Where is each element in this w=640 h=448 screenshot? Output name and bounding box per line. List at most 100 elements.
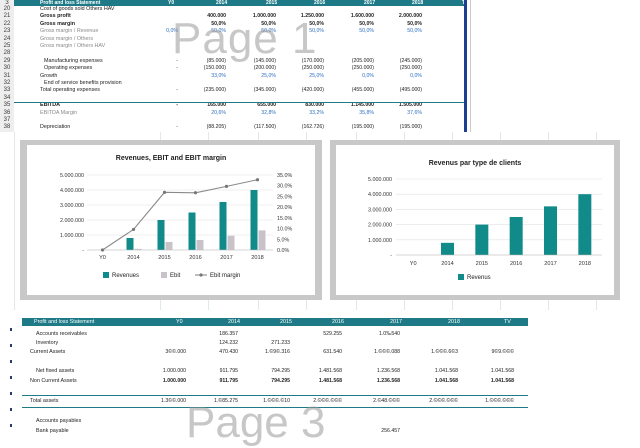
row-label: Gross profit [40,13,71,20]
ebit-margin-point [256,178,259,181]
ebit-margin-point [225,185,228,188]
bottom-cell-value: 186.357 [194,331,238,337]
bottom-cell-value: 1.236.568 [356,378,400,384]
bottom-header-col: 2016 [332,318,344,326]
cell-value: - [138,65,178,72]
bottom-cell-value: 2.©©©.©©© [414,398,458,404]
y-tick-label: - [390,253,392,259]
cell-value: (455.000) [334,87,374,94]
y-tick-label: 2.000.000 [368,223,392,229]
cell-value: (420.000) [284,87,324,94]
cell-value: 1.145.000 [334,102,374,109]
revenues-bar [251,190,258,250]
cell-value: 50,0% [334,21,374,28]
legend-swatch-revenus [458,274,464,280]
bottom-row-separator [22,395,528,396]
cell-value: 32,8% [236,110,276,117]
bottom-row-label: Net fixed assets [36,368,74,374]
cell-value: (245.000) [382,58,422,65]
y-tick-label: - [82,248,84,254]
cell-value: 50,0% [334,28,374,35]
revenues-bar [220,202,227,250]
page-break-bar [464,0,467,132]
y-tick-label: 5.000.000 [60,173,84,179]
cell-value: (250.000) [334,65,374,72]
legend-label-revenus: Revenus [467,275,491,281]
cell-value: 0,0% [334,73,374,80]
bottom-cell-value: 9©9.©©© [470,349,514,355]
bottom-cell-value: 631.540 [298,349,342,355]
cell-value: - [138,124,178,131]
bottom-header-col: 2017 [390,318,402,326]
bottom-cell-value: 3©©.000 [142,349,186,355]
cell-value: (195.000) [334,124,374,131]
cell-value: (250.000) [284,65,324,72]
bottom-row-label: Accounts payables [36,418,81,424]
x-tick-label: 2017 [544,261,556,267]
cell-value: 25,0% [236,73,276,80]
row-marker [10,360,12,363]
bottom-header-col: Y0 [176,318,183,326]
y2-tick-label: 15.0% [277,216,292,222]
bottom-cell-value: 794.295 [246,378,290,384]
chart1-svg: Revenues, EBIT and EBIT margin-1.000.000… [27,145,315,295]
row-label: EBITDA Margin [40,110,77,117]
bottom-cell-value: 271.233 [246,340,290,346]
x-tick-label: 2014 [127,255,139,261]
y2-tick-label: 10.0% [277,227,292,233]
cell-value: 165.000 [186,102,226,109]
revenus-bar [578,194,591,255]
header-col: Y0 [168,0,174,6]
y-tick-label: 3.000.000 [60,203,84,209]
row-separator [14,102,466,103]
y-tick-label: 4.000.000 [60,188,84,194]
y-tick-label: 3.000.000 [368,207,392,213]
ebit-margin-point [194,191,197,194]
row-marker [10,424,12,427]
bottom-cell-value: 794.295 [246,368,290,374]
page-1-watermark: Page 1 [172,14,317,64]
bottom-header-col: TV [504,318,511,326]
y-tick-label: 4.000.000 [368,192,392,198]
bottom-cell-value: 256.457 [356,428,400,434]
bottom-cell-value: 2.©48.©©© [356,398,400,404]
cell-value: (205.000) [334,58,374,65]
cell-value: 20,6% [186,110,226,117]
row-label: Gross margin / Others HAV [40,43,105,50]
chart1-title: Revenues, EBIT and EBIT margin [116,155,226,162]
y2-tick-label: 20.0% [277,205,292,211]
x-tick-label: 2016 [510,261,522,267]
cell-value: (162.726) [284,124,324,131]
bottom-cell-value: 1.041.568 [470,368,514,374]
bottom-cell-value: 1.000.000 [142,368,186,374]
bottom-cell-value: 1.©9©.316 [246,349,290,355]
cell-value: (150.000) [186,65,226,72]
y2-tick-label: 35.0% [277,173,292,179]
row-label: Growth [40,73,57,80]
bottom-header-title: Profit and loss Statement [34,318,94,326]
bottom-cell-value: 1.©©©.088 [356,349,400,355]
cell-value: 25,0% [284,73,324,80]
row-marker [10,376,12,379]
cell-value: 830.000 [284,102,324,109]
revenus-bar [510,217,523,255]
bottom-row-label: Accounts receivables [36,331,87,337]
bottom-cell-value: 911.795 [194,368,238,374]
y-tick-label: 5.000.000 [368,177,392,183]
bottom-cell-value: 529.255 [298,331,342,337]
chart1-plot-area[interactable]: Revenues, EBIT and EBIT margin-1.000.000… [27,145,315,295]
bottom-row-label: Bank payable [36,428,69,434]
row-marker [10,344,12,347]
chart2-title: Revenus par type de clients [429,160,522,167]
x-tick-label: 2014 [441,261,453,267]
legend-label-margin: Ebit margin [210,273,240,279]
bottom-cell-value: 470.430 [194,349,238,355]
bottom-cell-value: 1.041.568 [414,378,458,384]
bottom-cell-value: 1.000.000 [142,378,186,384]
revenues-bar [189,213,196,251]
bottom-cell-value: 911.795 [194,378,238,384]
revenues-bar [127,238,134,250]
y2-tick-label: 30.0% [277,184,292,190]
legend-point-margin [199,273,202,276]
